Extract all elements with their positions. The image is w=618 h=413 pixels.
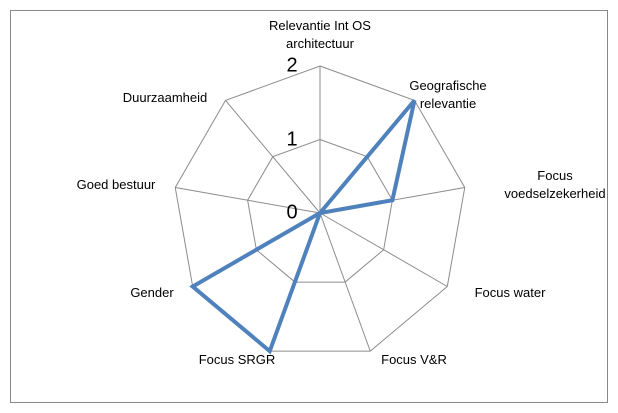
grid-ring: [174, 65, 466, 352]
category-label: Focus V&R: [381, 352, 447, 367]
category-label: Focus voedselzekerheid: [504, 168, 606, 201]
axis-spoke: [225, 100, 321, 214]
category-label: Duurzaamheid: [122, 90, 208, 105]
axis-spoke: [319, 212, 448, 287]
category-label: Focus SRGR: [198, 352, 276, 367]
chart-border: [10, 10, 608, 403]
category-label: Geografische relevantie: [409, 78, 487, 111]
series-line: [189, 99, 417, 355]
category-label: Focus water: [474, 285, 546, 300]
category-label: Gender: [130, 285, 174, 300]
category-label: Goed bestuur: [76, 177, 156, 192]
tick-label: 1: [286, 128, 298, 150]
tick-label: 0: [286, 201, 298, 224]
axis-spoke: [175, 186, 321, 214]
grid-ring: [247, 138, 393, 283]
axis-spoke: [319, 212, 371, 352]
category-label: Relevantie Int OS architectuur: [269, 18, 371, 51]
tick-label: 2: [286, 54, 298, 77]
